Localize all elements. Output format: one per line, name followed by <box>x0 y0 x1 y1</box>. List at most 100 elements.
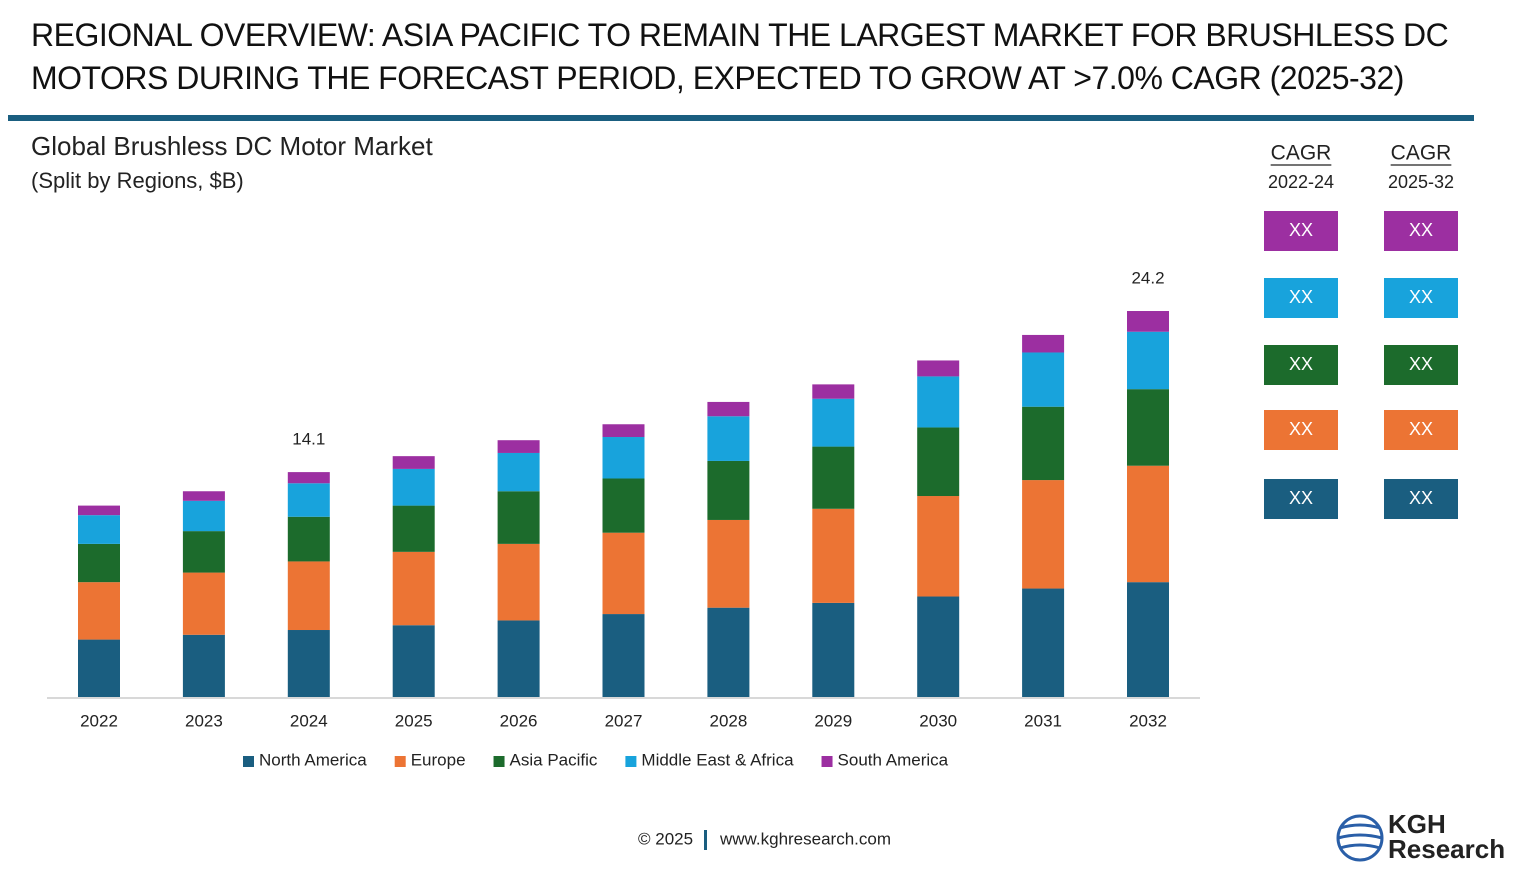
x-tick-label: 2026 <box>500 711 538 730</box>
cagr-box <box>1384 211 1458 251</box>
bar-segment <box>1022 406 1065 481</box>
bar-segment <box>602 478 645 533</box>
legend-marker <box>821 756 833 767</box>
bar-segment <box>497 452 540 492</box>
bar-segment <box>287 483 330 517</box>
cagr-value: XX <box>1289 488 1313 508</box>
legend-marker <box>243 756 254 767</box>
cagr-box <box>1264 278 1338 318</box>
bar-segment <box>917 427 960 497</box>
website: www.kghresearch.com <box>719 829 891 848</box>
legend-marker <box>394 756 406 767</box>
bar-segment <box>287 630 330 697</box>
chart-title: Global Brushless DC Motor Market <box>31 131 433 161</box>
cagr-value: XX <box>1289 287 1313 307</box>
bar-segment <box>707 519 750 608</box>
bar-segment <box>497 440 540 453</box>
bar-segment <box>182 500 225 532</box>
cagr-box <box>1384 410 1458 450</box>
bar-segment <box>707 460 750 520</box>
bar-segment <box>1022 588 1065 697</box>
bar-segment <box>917 596 960 697</box>
cagr-value: XX <box>1409 488 1433 508</box>
cagr-box <box>1264 211 1338 251</box>
bar-segment <box>392 456 435 469</box>
x-tick-label: 2031 <box>1024 711 1062 730</box>
logo-mark <box>1336 814 1384 862</box>
x-tick-label: 2023 <box>185 711 223 730</box>
bar-segment <box>78 639 120 697</box>
cagr-value: XX <box>1289 354 1313 374</box>
legend-label: South America <box>838 750 949 769</box>
x-tick-label: 2029 <box>814 711 852 730</box>
legend-marker <box>625 756 637 767</box>
bar-segment <box>707 607 750 697</box>
bar-segment <box>602 437 645 479</box>
legend-label: North America <box>259 750 367 769</box>
bar-segment <box>812 384 855 399</box>
cagr-box <box>1264 345 1338 385</box>
bar-segment <box>182 572 225 635</box>
x-tick-label: 2027 <box>605 711 643 730</box>
bar-segment <box>392 625 435 697</box>
cagr-value: XX <box>1289 419 1313 439</box>
x-tick-label: 2025 <box>395 711 433 730</box>
cagr-value: XX <box>1409 419 1433 439</box>
total-label: 24.2 <box>1131 268 1164 287</box>
bar-segment <box>1022 334 1065 353</box>
bar-segment <box>78 543 120 583</box>
bar-segment <box>392 505 435 552</box>
legend-label: Asia Pacific <box>510 750 598 769</box>
bar-segment <box>287 516 330 562</box>
bar-segment <box>182 491 225 501</box>
copyright: © 2025 <box>638 829 693 848</box>
bar-segment <box>182 634 225 697</box>
bar-segment <box>1127 389 1169 466</box>
bar-segment <box>1127 331 1169 390</box>
bar-segment <box>78 505 120 516</box>
cagr-box <box>1384 345 1458 385</box>
bar-segment <box>812 398 855 447</box>
cagr-box <box>1264 410 1338 450</box>
logo-text: Research <box>1388 834 1505 864</box>
cagr-period: 2025-32 <box>1388 172 1454 192</box>
bar-segment <box>917 376 960 428</box>
x-tick-label: 2028 <box>709 711 747 730</box>
bar-segment <box>917 496 960 597</box>
bar-segment <box>707 416 750 461</box>
x-tick-label: 2032 <box>1129 711 1167 730</box>
cagr-header: CAGR <box>1391 142 1452 165</box>
legend-marker <box>493 756 505 767</box>
separator <box>704 830 707 850</box>
cagr-period: 2022-24 <box>1268 172 1334 192</box>
cagr-value: XX <box>1409 287 1433 307</box>
bar-segment <box>812 602 855 697</box>
bar-segment <box>392 551 435 626</box>
legend-label: Middle East & Africa <box>641 750 794 769</box>
bar-segment <box>287 561 330 631</box>
bar-segment <box>1022 480 1065 589</box>
bar-segment <box>602 614 645 697</box>
legend-label: Europe <box>411 750 466 769</box>
cagr-box <box>1384 479 1458 519</box>
bar-segment <box>812 446 855 509</box>
bar-segment <box>917 360 960 377</box>
bar-segment <box>497 620 540 697</box>
x-tick-label: 2022 <box>80 711 118 730</box>
chart-subtitle: (Split by Regions, $B) <box>31 168 244 193</box>
bar-segment <box>602 532 645 615</box>
title-rule <box>8 115 1474 121</box>
bar-segment <box>707 401 750 417</box>
cagr-box <box>1264 479 1338 519</box>
total-label: 14.1 <box>292 430 325 449</box>
cagr-box <box>1384 278 1458 318</box>
bar-segment <box>1022 352 1065 407</box>
cagr-value: XX <box>1409 220 1433 240</box>
cagr-value: XX <box>1409 354 1433 374</box>
bar-segment <box>812 508 855 603</box>
bar-segment <box>1127 582 1169 697</box>
cagr-header: CAGR <box>1271 142 1332 165</box>
bar-segment <box>602 424 645 438</box>
